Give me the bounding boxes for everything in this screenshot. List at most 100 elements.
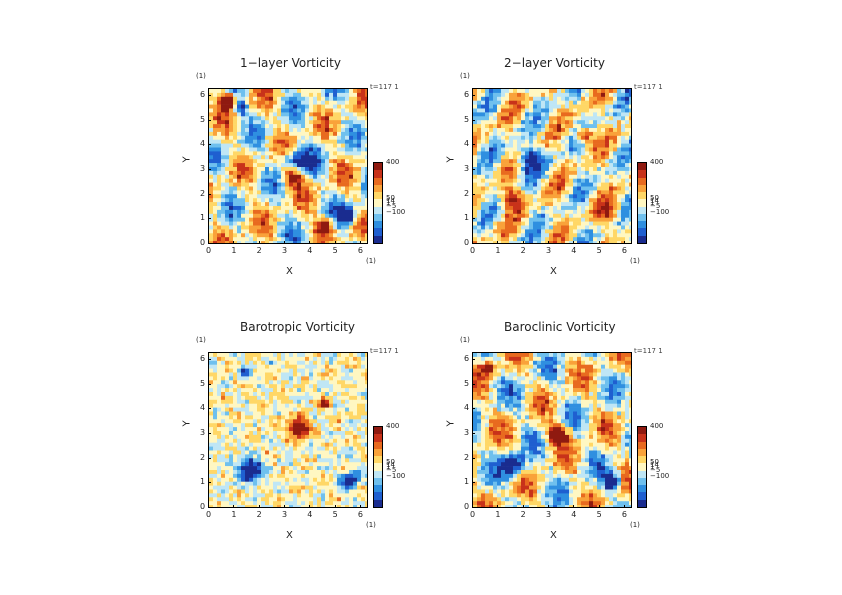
field-cell (289, 209, 294, 215)
field-cell (273, 427, 278, 432)
field-cell (349, 446, 354, 451)
field-cell (325, 159, 330, 164)
field-cell (285, 505, 290, 507)
field-cell (253, 237, 258, 242)
field-cell (333, 427, 338, 432)
field-cell (277, 466, 282, 471)
field-cell (261, 493, 266, 498)
field-cell (605, 241, 610, 243)
field-cell (301, 100, 306, 105)
field-cell (361, 458, 366, 463)
field-cell (553, 202, 558, 207)
field-cell (245, 403, 250, 408)
field-cell (241, 481, 246, 486)
field-cell (229, 139, 234, 144)
field-cell (217, 395, 222, 401)
field-cell (557, 100, 562, 105)
field-cell (549, 174, 554, 179)
field-cell (265, 100, 270, 105)
field-cell (553, 353, 558, 358)
field-cell (513, 92, 518, 98)
field-cell (365, 423, 367, 428)
field-cell (229, 112, 234, 117)
field-cell (353, 353, 358, 358)
field-cell (605, 202, 610, 207)
field-cell (629, 112, 631, 117)
field-cell (345, 388, 350, 393)
field-cell (333, 485, 338, 490)
field-cell (365, 497, 367, 502)
field-cell (221, 462, 226, 467)
field-cell (221, 194, 226, 199)
field-cell (269, 360, 274, 365)
field-cell (473, 198, 478, 203)
field-cell (597, 221, 602, 226)
field-cell (209, 155, 214, 160)
field-cell (505, 135, 510, 140)
field-cell (613, 237, 618, 242)
field-cell (281, 159, 286, 164)
field-cell (605, 194, 610, 199)
field-cell (229, 155, 234, 160)
field-cell (293, 434, 298, 440)
field-cell (221, 225, 226, 230)
field-cell (217, 442, 222, 447)
field-cell (541, 167, 546, 172)
field-cell (557, 89, 562, 94)
field-cell (313, 376, 318, 381)
field-cell (253, 501, 258, 506)
field-cell (345, 147, 350, 152)
field-cell (221, 143, 226, 148)
field-cell (353, 399, 358, 404)
field-cell (353, 163, 358, 168)
field-cell (353, 202, 358, 207)
field-cell (553, 92, 558, 98)
field-cell (253, 368, 258, 373)
field-cell (337, 473, 342, 479)
field-cell (537, 163, 542, 168)
field-cell (281, 403, 286, 408)
field-cell (605, 237, 610, 242)
field-cell (509, 147, 514, 152)
field-cell (353, 466, 358, 471)
field-cell (325, 217, 330, 222)
field-cell (353, 221, 358, 226)
field-cell (217, 209, 222, 215)
field-cell (225, 368, 230, 373)
field-cell (285, 356, 290, 362)
field-cell (321, 485, 326, 490)
field-cell (337, 501, 342, 506)
field-cell (533, 353, 538, 358)
field-cell (473, 353, 478, 358)
vorticity-heatmap (209, 353, 367, 507)
field-cell (245, 213, 250, 218)
colorbar-label: −100 (386, 472, 406, 480)
field-cell (337, 380, 342, 385)
field-cell (329, 372, 334, 377)
field-cell (285, 360, 290, 365)
field-cell (241, 198, 246, 203)
field-cell (241, 96, 246, 101)
field-cell (581, 178, 586, 183)
field-cell (245, 442, 250, 447)
field-cell (593, 209, 598, 215)
field-cell (365, 198, 367, 203)
field-cell (309, 108, 314, 113)
field-cell (249, 485, 254, 490)
field-cell (277, 198, 282, 203)
field-cell (281, 434, 286, 440)
colorbar-label: −5 (386, 202, 397, 210)
field-cell (625, 186, 630, 191)
field-cell (341, 458, 346, 463)
field-cell (577, 124, 582, 129)
field-cell (329, 485, 334, 490)
field-cell (517, 213, 522, 218)
field-cell (301, 139, 306, 144)
field-cell (493, 174, 498, 179)
field-cell (573, 104, 578, 109)
field-cell (305, 147, 310, 152)
field-cell (313, 229, 318, 234)
field-cell (265, 427, 270, 432)
field-cell (589, 96, 594, 101)
field-cell (553, 131, 558, 137)
